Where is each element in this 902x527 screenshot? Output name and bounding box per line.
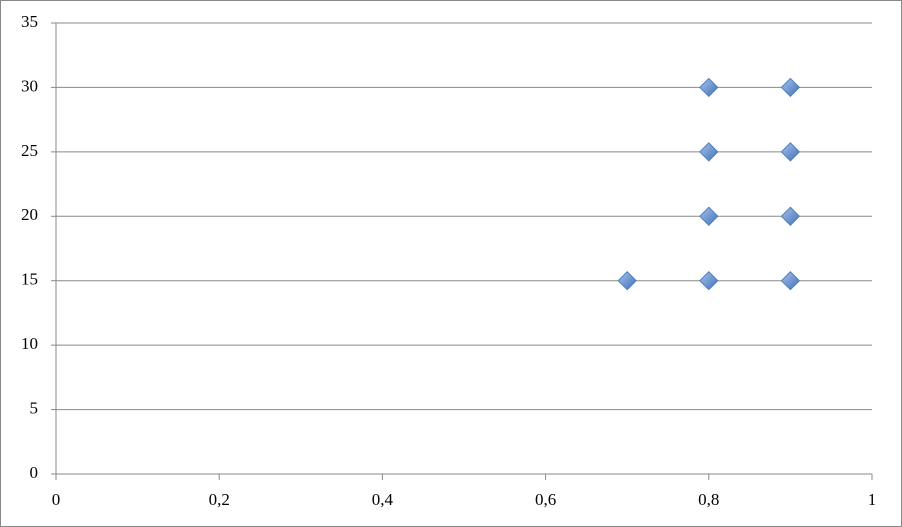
point xyxy=(617,271,637,291)
y-tick-label: 35 xyxy=(21,12,38,31)
y-tick-label: 15 xyxy=(21,270,38,289)
point xyxy=(780,271,801,291)
y-tick-label: 25 xyxy=(21,141,38,160)
y-tick-label: 0 xyxy=(30,463,39,482)
point xyxy=(699,206,719,226)
point xyxy=(699,142,719,162)
x-tick-label: 1 xyxy=(868,490,877,509)
point xyxy=(780,206,801,226)
y-tick-label: 10 xyxy=(21,334,38,353)
y-tick-label: 20 xyxy=(21,205,38,224)
y-tick-label: 30 xyxy=(21,76,38,95)
x-tick-label: 0,8 xyxy=(698,490,719,509)
y-tick-label: 5 xyxy=(30,398,39,417)
x-tick-label: 0 xyxy=(52,490,61,509)
x-tick-label: 0,2 xyxy=(209,490,230,509)
x-tick-label: 0,6 xyxy=(535,490,556,509)
point xyxy=(780,142,801,162)
point xyxy=(699,271,719,291)
x-tick-label: 0,4 xyxy=(372,490,394,509)
point xyxy=(699,77,719,98)
point xyxy=(780,77,801,98)
